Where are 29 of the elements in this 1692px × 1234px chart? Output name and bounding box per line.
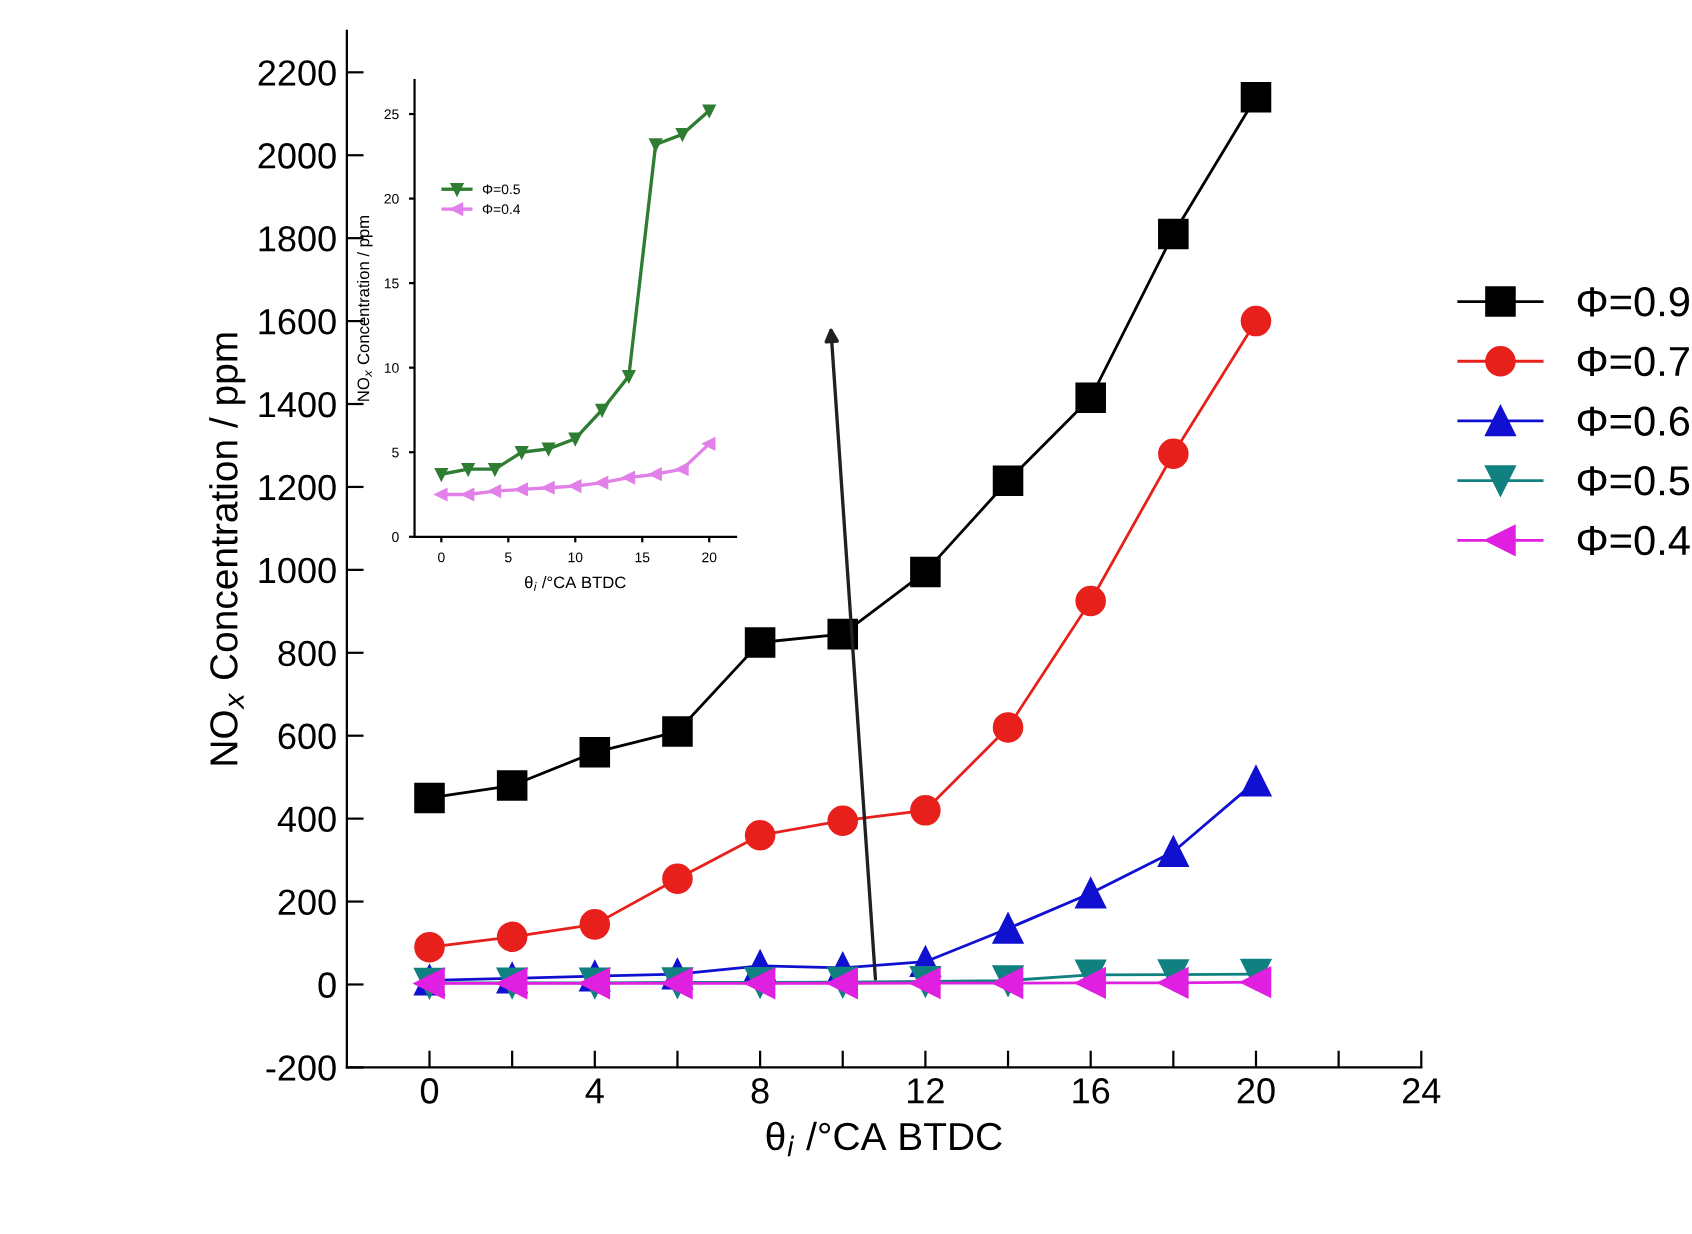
y-tick-label: 1400 (259, 391, 336, 418)
x-tick-label: 24 (1403, 1078, 1441, 1104)
y-tick-label: 1200 (259, 474, 336, 501)
legend-label: Φ=0.9 (1577, 287, 1689, 317)
x-axis-title: θ$_{i}$ /°CA BTDC (524, 576, 626, 591)
x-tick-label: 12 (908, 1078, 944, 1104)
y-tick-label: 600 (278, 723, 336, 750)
y-tick-label: 1000 (259, 557, 336, 584)
y-tick-label: 1800 (259, 226, 336, 252)
y-tick-label: 200 (278, 889, 336, 915)
y-tick-label: 2200 (258, 60, 336, 86)
x-axis-title: θ$_{i}$ /°CA BTDC (766, 1121, 1002, 1157)
x-tick-label: 4 (585, 1078, 604, 1104)
x-tick-label: 20 (1237, 1078, 1275, 1104)
y-tick-label: 0 (318, 972, 336, 998)
y-axis-title: NO$_{x}$ Concentration / ppm (209, 333, 246, 765)
legend-label: Φ=0.4 (1577, 525, 1690, 556)
y-tick-label: 1600 (259, 308, 336, 335)
legend-label: Φ=0.6 (1577, 406, 1690, 436)
x-tick-label: 8 (751, 1078, 769, 1104)
legend-label: Φ=0.5 (1577, 466, 1690, 496)
x-tick-label: 0 (420, 1078, 439, 1104)
legend-label: Φ=0.7 (1577, 346, 1689, 377)
y-tick-label: 2000 (258, 143, 336, 169)
y-tick-label: 400 (277, 806, 336, 833)
y-tick-label: 800 (278, 640, 336, 667)
x-tick-label: 16 (1073, 1078, 1110, 1104)
y-axis-title: NO$_{x}$ Concentration / ppm (357, 216, 373, 401)
y-tick-label: -200 (266, 1055, 336, 1081)
